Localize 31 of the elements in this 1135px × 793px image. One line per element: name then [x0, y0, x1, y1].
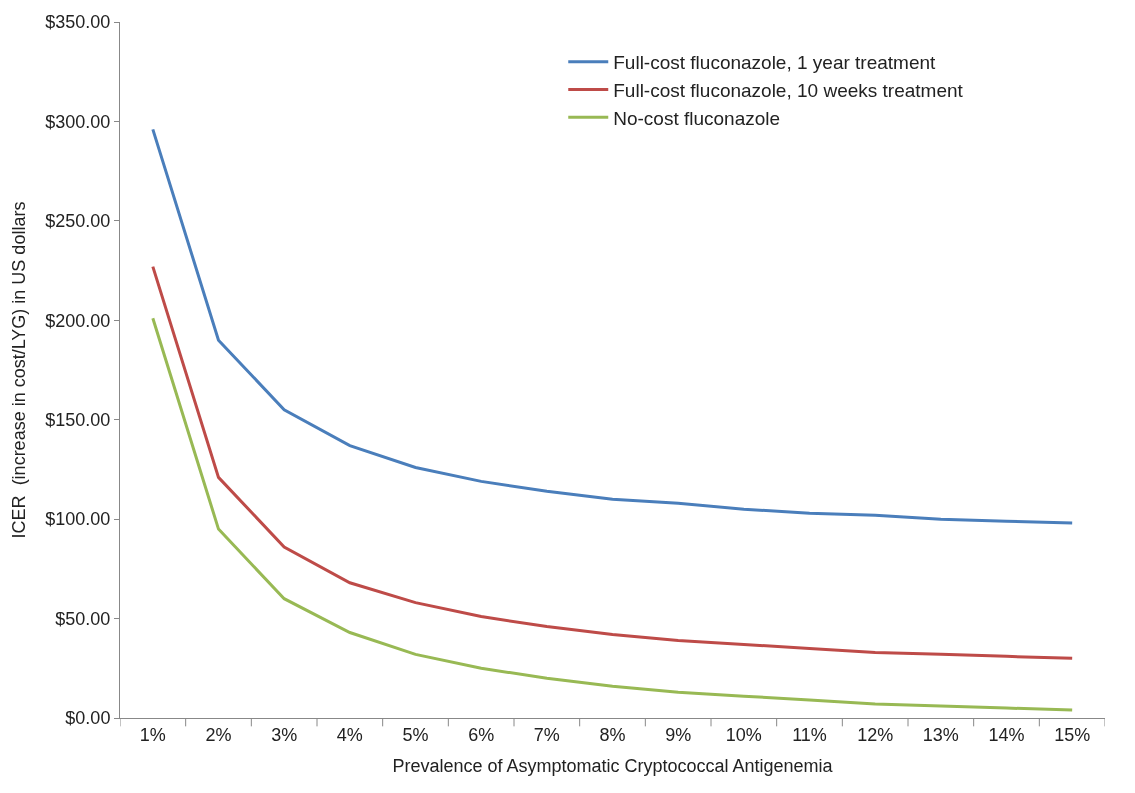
line-series [151, 127, 1074, 525]
y-tick-label: $100.00 [45, 509, 111, 530]
legend-label: No-cost fluconazole [613, 107, 781, 129]
x-axis-title: Prevalence of Asymptomatic Cryptococcal Antigenemia [392, 755, 834, 776]
y-axis-title: ICER (increase in cost/LYG) in US dollars [8, 201, 29, 539]
x-tick-label: 8% [599, 724, 626, 745]
y-tick-label: $200.00 [45, 310, 111, 331]
x-tick-label: 7% [533, 724, 560, 745]
x-tick-label: 6% [468, 724, 495, 745]
x-tick-label: 1% [139, 724, 166, 745]
line-series [151, 316, 1074, 712]
x-tick-label: 11% [792, 724, 827, 745]
line-series [151, 265, 1074, 660]
y-tick-label: $300.00 [45, 111, 111, 132]
x-tick-label: 15% [1054, 724, 1091, 745]
x-tick-label: 2% [205, 724, 232, 745]
x-tick-label: 5% [402, 724, 429, 745]
x-tick-label: 3% [271, 724, 298, 745]
x-tick-label: 12% [857, 724, 894, 745]
legend-label: Full-cost fluconazole, 10 weeks treatment [613, 79, 964, 101]
y-tick-label: $50.00 [55, 608, 111, 629]
x-tick-label: 13% [922, 724, 959, 745]
y-tick-label: $250.00 [45, 211, 111, 232]
y-tick-label: $150.00 [45, 410, 111, 431]
y-tick-label: $350.00 [45, 12, 111, 33]
x-tick-label: 9% [665, 724, 692, 745]
y-tick-label: $0.00 [65, 708, 111, 729]
x-tick-label: 14% [988, 724, 1025, 745]
x-tick-label: 10% [725, 724, 762, 745]
x-tick-label: 4% [336, 724, 363, 745]
legend-label: Full-cost fluconazole, 1 year treatment [613, 52, 937, 74]
